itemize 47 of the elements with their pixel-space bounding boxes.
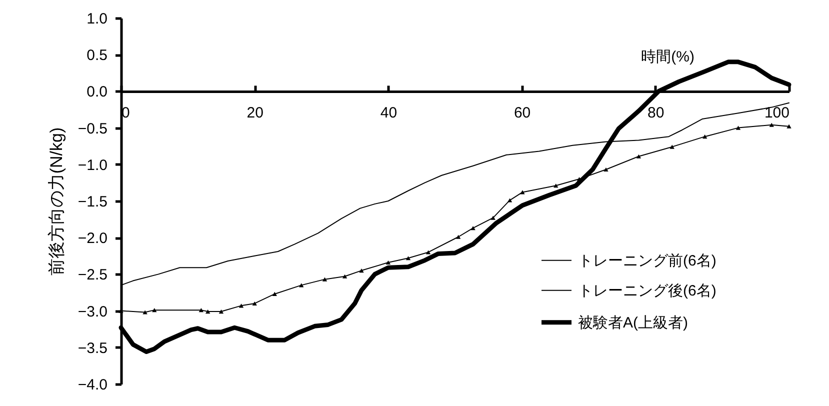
point — [152, 308, 157, 312]
y-tick-label: −2.0 — [78, 230, 108, 248]
point — [386, 260, 391, 265]
y-tick-label: 1.0 — [86, 10, 108, 28]
point — [736, 126, 741, 130]
point — [554, 184, 558, 188]
point — [702, 134, 708, 139]
point — [205, 310, 210, 314]
y-tick-label: −2.5 — [78, 266, 108, 284]
point — [198, 308, 204, 312]
y-axis-title: 前後方向の力(N/kg) — [46, 127, 66, 276]
y-tick-label: −1.5 — [78, 194, 108, 210]
x-tick-label: 60 — [514, 104, 531, 122]
legend-label: 被験者A(上級者) — [578, 314, 688, 332]
point — [670, 144, 674, 149]
point — [322, 277, 328, 282]
y-tick-label: −1.0 — [78, 156, 108, 174]
point — [786, 124, 792, 128]
legend-label: トレーニング前(6名) — [578, 252, 716, 270]
x-axis-title: 時間(%) — [641, 48, 695, 66]
x-tick-label: 80 — [648, 104, 664, 122]
y-tick-label: 0.0 — [86, 84, 108, 101]
point — [406, 256, 411, 260]
x-tick-label: 40 — [380, 104, 398, 122]
point — [604, 167, 608, 172]
point — [142, 310, 148, 314]
point — [490, 216, 496, 220]
point — [272, 292, 277, 296]
point — [470, 226, 476, 230]
point — [359, 268, 364, 273]
point — [342, 274, 348, 278]
point — [456, 234, 461, 239]
y-tick-label: 0.5 — [86, 47, 108, 64]
point — [218, 310, 224, 314]
y-tick-label: −3.0 — [78, 303, 108, 320]
x-tick-label: 20 — [246, 104, 264, 122]
y-tick-label: −0.5 — [78, 120, 108, 138]
point — [238, 304, 244, 308]
point — [252, 301, 257, 306]
y-tick-label: −4.0 — [78, 376, 108, 394]
point — [636, 154, 642, 158]
x-tick-label: 100 — [764, 104, 790, 122]
point — [426, 250, 431, 254]
y-tick-label: −3.5 — [78, 340, 108, 357]
point — [769, 122, 774, 127]
point — [507, 198, 512, 202]
legend-label: トレーニング後(6名) — [578, 282, 716, 300]
